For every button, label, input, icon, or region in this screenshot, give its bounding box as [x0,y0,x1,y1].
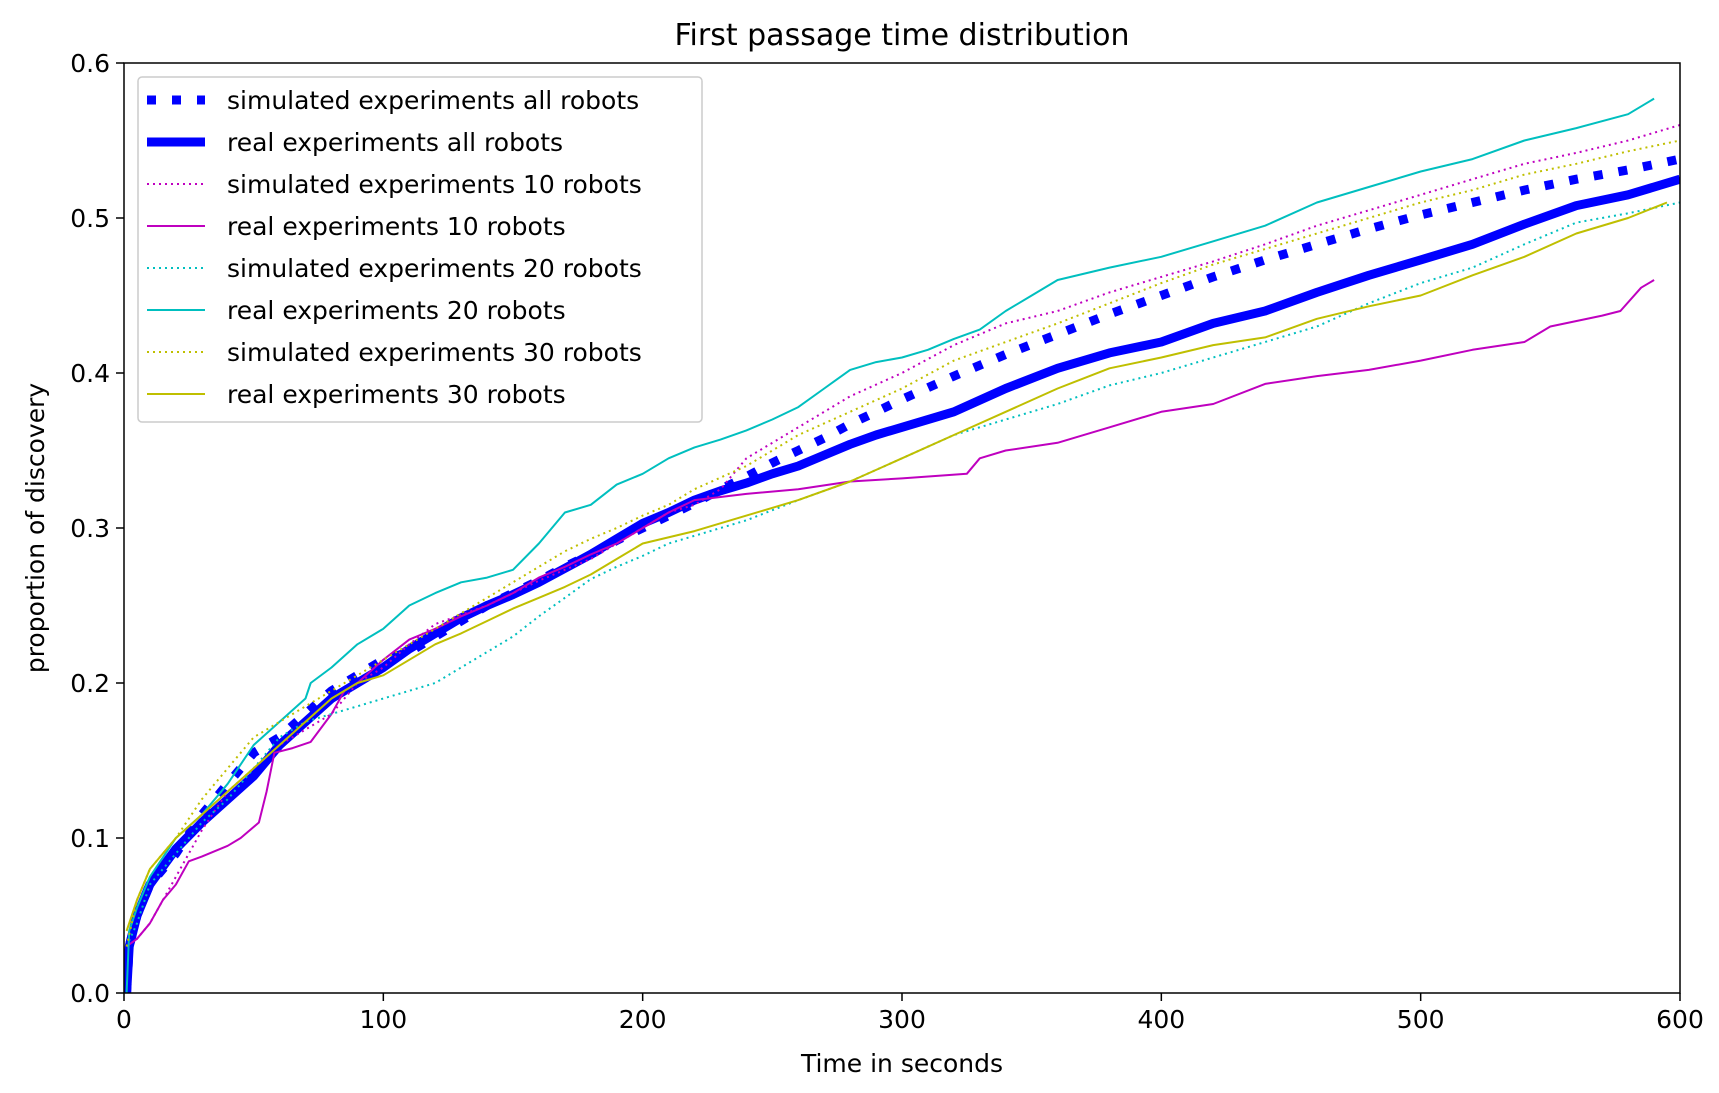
legend-label-3: simulated experiments 10 robots [227,170,642,199]
series-line-1 [124,154,1680,993]
legend-label-5: simulated experiments 20 robots [227,254,642,283]
series-line-7 [125,139,1680,947]
x-tick-label: 600 [1656,1005,1704,1034]
legend-label-8: real experiments 30 robots [227,380,566,409]
x-tick-label: 100 [359,1005,407,1034]
y-tick-label: 0.1 [70,824,110,853]
y-tick-label: 0.2 [70,669,110,698]
series-line-3 [126,124,1680,948]
legend-label-2: real experiments all robots [227,128,563,157]
x-tick-label: 200 [619,1005,667,1034]
chart-title: First passage time distribution [674,18,1129,53]
x-axis: 0 100 200 300 400 500 600 [116,993,1704,1034]
x-tick-label: 400 [1137,1005,1185,1034]
y-tick-label: 0.6 [70,49,110,78]
legend-label-6: real experiments 20 robots [227,296,566,325]
x-axis-label: Time in seconds [800,1049,1003,1078]
y-axis: 0.0 0.1 0.2 0.3 0.4 0.5 0.6 [70,49,124,1008]
y-tick-label: 0.0 [70,979,110,1008]
y-tick-label: 0.5 [70,204,110,233]
x-tick-label: 300 [878,1005,926,1034]
y-axis-label: proportion of discovery [21,383,50,674]
series-layer [124,97,1680,993]
series-line-4 [126,279,1655,948]
legend-frame [137,76,703,423]
x-tick-label: 500 [1397,1005,1445,1034]
x-tick-label: 0 [116,1005,132,1034]
y-tick-label: 0.3 [70,514,110,543]
legend-label-1: simulated experiments all robots [227,86,639,115]
legend: simulated experiments all robots real exp… [137,76,703,423]
y-tick-label: 0.4 [70,359,110,388]
series-line-5 [125,201,1680,947]
series-line-8 [125,201,1668,932]
legend-label-7: simulated experiments 30 robots [227,338,642,367]
series-line-6 [125,97,1655,993]
legend-label-4: real experiments 10 robots [227,212,566,241]
